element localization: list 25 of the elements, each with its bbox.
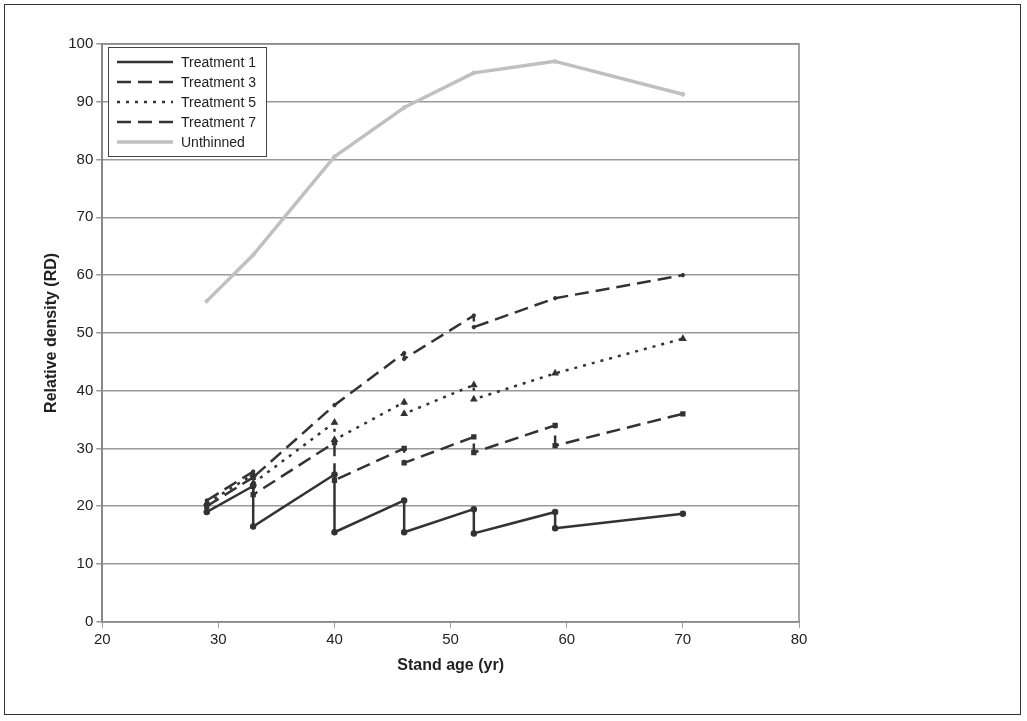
legend-label: Treatment 1 xyxy=(181,54,256,70)
legend-label: Unthinned xyxy=(181,134,245,150)
y-axis-title: Relative density (RD) xyxy=(42,252,60,413)
legend-label: Treatment 5 xyxy=(181,94,256,110)
y-tick-label: 100 xyxy=(68,34,94,52)
y-tick-label: 80 xyxy=(76,149,94,167)
x-tick-label: 30 xyxy=(210,629,227,647)
x-tick-label: 70 xyxy=(674,629,692,647)
y-tick-label: 70 xyxy=(76,207,94,225)
x-tick-label: 80 xyxy=(790,629,808,647)
x-axis-title: Stand age (yr) xyxy=(397,655,504,673)
y-tick-label: 40 xyxy=(76,380,94,398)
x-tick-label: 40 xyxy=(326,629,343,647)
x-tick-label: 50 xyxy=(442,629,459,647)
legend-label: Treatment 7 xyxy=(181,114,256,130)
y-tick-label: 0 xyxy=(84,611,94,629)
x-tick-label: 60 xyxy=(558,629,576,647)
y-tick-label: 10 xyxy=(76,554,94,572)
legend-label: Treatment 3 xyxy=(181,74,256,90)
y-tick-label: 20 xyxy=(76,496,94,514)
y-tick-label: 60 xyxy=(76,265,94,283)
y-tick-label: 50 xyxy=(76,323,94,341)
x-tick-label: 20 xyxy=(93,629,111,647)
y-tick-label: 30 xyxy=(76,438,94,456)
y-tick-label: 90 xyxy=(76,91,94,109)
